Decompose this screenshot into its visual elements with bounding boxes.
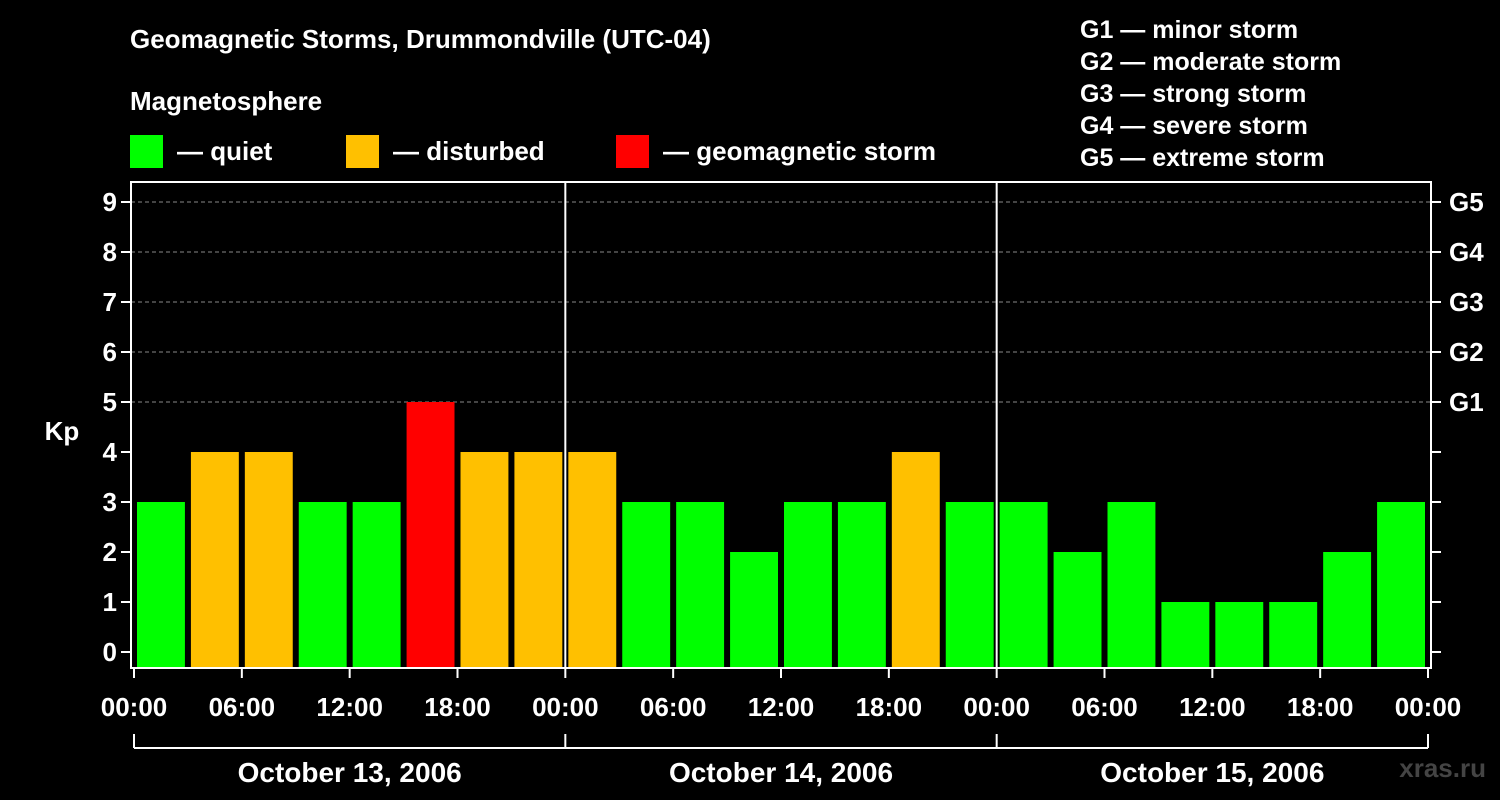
y-tick-label: 9 xyxy=(103,187,117,217)
day-label: October 13, 2006 xyxy=(238,757,462,788)
x-tick-label: 00:00 xyxy=(532,692,599,722)
kp-bar xyxy=(352,502,401,668)
kp-bar xyxy=(137,502,185,668)
y-tick-label: 0 xyxy=(103,637,117,667)
legend-swatch-quiet xyxy=(130,134,163,168)
storm-scale-g1: G1 — minor storm xyxy=(1080,16,1299,44)
y-tick-label: 3 xyxy=(103,487,117,517)
storm-scale-g4: G4 — severe storm xyxy=(1080,112,1308,140)
y-tick-label: 2 xyxy=(103,537,117,567)
storm-level-label: G1 xyxy=(1449,387,1484,417)
kp-bar xyxy=(1053,552,1102,668)
legend-item-disturbed: — disturbed xyxy=(346,134,545,168)
legend-swatch-disturbed xyxy=(346,134,379,168)
x-tick-label: 12:00 xyxy=(1179,692,1246,722)
kp-bar xyxy=(784,502,832,668)
y-tick-label: 5 xyxy=(103,387,117,417)
storm-level-label: G5 xyxy=(1449,187,1484,217)
kp-bar xyxy=(891,452,940,668)
x-tick-label: 00:00 xyxy=(101,692,168,722)
day-label: October 14, 2006 xyxy=(669,757,893,788)
storm-level-label: G2 xyxy=(1449,337,1484,367)
kp-bar xyxy=(406,402,455,668)
y-axis-label: Kp xyxy=(45,416,80,446)
storm-scale-g2: G2 — moderate storm xyxy=(1080,48,1342,76)
kp-bar xyxy=(676,502,725,668)
storm-level-label: G3 xyxy=(1449,287,1484,317)
kp-bar xyxy=(1269,602,1318,668)
y-tick-label: 6 xyxy=(103,337,117,367)
x-tick-label: 06:00 xyxy=(640,692,707,722)
x-tick-label: 12:00 xyxy=(748,692,815,722)
x-tick-label: 18:00 xyxy=(1287,692,1354,722)
x-tick-label: 12:00 xyxy=(316,692,383,722)
storm-scale-g5: G5 — extreme storm xyxy=(1080,144,1325,172)
kp-bar xyxy=(244,452,293,668)
x-tick-label: 18:00 xyxy=(424,692,491,722)
kp-bar xyxy=(460,452,509,668)
x-tick-label: 06:00 xyxy=(1071,692,1138,722)
x-tick-label: 06:00 xyxy=(209,692,276,722)
kp-bar xyxy=(730,552,778,668)
storm-level-label: G4 xyxy=(1449,237,1484,267)
y-tick-label: 7 xyxy=(103,287,117,317)
legend-swatch-storm xyxy=(616,134,649,168)
kp-bar xyxy=(1161,602,1210,668)
day-label: October 15, 2006 xyxy=(1100,757,1324,788)
kp-bar xyxy=(1215,602,1264,668)
y-tick-label: 4 xyxy=(103,437,118,467)
watermark: xras.ru xyxy=(1399,753,1486,783)
x-tick-label: 00:00 xyxy=(963,692,1030,722)
x-tick-label: 00:00 xyxy=(1395,692,1462,722)
kp-bar xyxy=(1107,502,1156,668)
legend-item-quiet: — quiet xyxy=(130,134,272,168)
kp-bar xyxy=(999,502,1048,668)
kp-bar xyxy=(622,502,671,668)
kp-bar xyxy=(1377,502,1425,668)
x-tick-label: 18:00 xyxy=(856,692,923,722)
legend-label-quiet: — quiet xyxy=(177,135,273,166)
legend-title: Magnetosphere xyxy=(130,86,323,116)
kp-bar xyxy=(1323,552,1372,668)
kp-bar xyxy=(568,452,617,668)
kp-bar xyxy=(298,502,347,668)
storm-scale-g3: G3 — strong storm xyxy=(1080,80,1307,108)
storm-scale-list: G1 — minor storm G2 — moderate storm G3 … xyxy=(1080,14,1341,174)
legend-item-storm: — geomagnetic storm xyxy=(616,134,936,168)
kp-bar xyxy=(514,452,563,668)
legend-label-storm: — geomagnetic storm xyxy=(663,135,937,166)
y-tick-label: 1 xyxy=(103,587,117,617)
kp-bar xyxy=(837,502,886,668)
kp-bar xyxy=(945,502,994,668)
chart-title: Geomagnetic Storms, Drummondville (UTC-0… xyxy=(130,24,711,54)
legend-label-disturbed: — disturbed xyxy=(393,135,545,166)
kp-bar xyxy=(190,452,239,668)
y-tick-label: 8 xyxy=(103,237,117,267)
